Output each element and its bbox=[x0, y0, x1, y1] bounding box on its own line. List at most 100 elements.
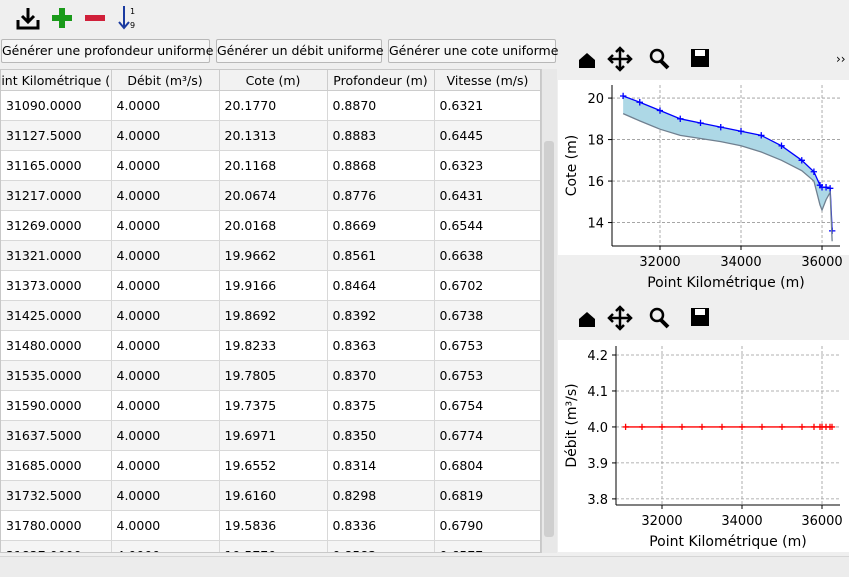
table-row: 31321.0000 4.0000 19.9662 0.8561 0.6638 bbox=[1, 240, 540, 271]
cell: 31827.0000 bbox=[1, 540, 112, 552]
x-axis-label: Point Kilométrique (m) bbox=[649, 534, 807, 550]
cell: 4.0000 bbox=[111, 240, 220, 271]
cell: 0.6774 bbox=[434, 420, 540, 451]
cell: 19.6160 bbox=[219, 480, 328, 511]
column-header: int Kilométrique ( bbox=[1, 70, 112, 91]
table-row: 31090.0000 4.0000 20.1770 0.8870 0.6321 bbox=[1, 90, 540, 121]
button[interactable]: Générer une profondeur uniforme bbox=[1, 39, 213, 63]
cell: 0.8350 bbox=[327, 420, 435, 451]
cell: 4.0000 bbox=[111, 180, 220, 211]
series-line bbox=[619, 92, 836, 235]
table-row: 31269.0000 4.0000 20.0168 0.8669 0.6544 bbox=[1, 210, 540, 241]
cell: 0.8868 bbox=[327, 150, 435, 181]
cell: 4.0000 bbox=[111, 480, 220, 511]
cell: 4.0000 bbox=[111, 540, 220, 552]
cell: 0.8392 bbox=[327, 300, 435, 331]
cell: 0.6754 bbox=[434, 390, 540, 421]
cell: 0.8561 bbox=[327, 240, 435, 271]
table: int Kilométrique (Débit (m³/s) Cote (m) Pr… bbox=[0, 69, 541, 553]
cell: 0.6790 bbox=[434, 510, 540, 541]
cell: 20.1770 bbox=[219, 90, 328, 121]
cell: 20.1168 bbox=[219, 150, 328, 181]
cell: 19.7805 bbox=[219, 360, 328, 391]
cell: 31321.0000 bbox=[1, 240, 112, 271]
y-axis-label: Cote (m) bbox=[564, 135, 580, 196]
button[interactable]: Générer une cote uniforme bbox=[388, 39, 558, 63]
cell: 31373.0000 bbox=[1, 270, 112, 301]
y-axis-label: Débit (m³/s) bbox=[564, 383, 580, 467]
cell: 0.6323 bbox=[434, 150, 540, 181]
svg-text:9: 9 bbox=[130, 21, 135, 30]
sort-icon[interactable]: 19 bbox=[118, 6, 135, 30]
series-line bbox=[622, 113, 833, 242]
button[interactable]: Générer un débit uniforme bbox=[216, 39, 384, 63]
cell: 19.9166 bbox=[219, 270, 328, 301]
cell: 31637.5000 bbox=[1, 420, 112, 451]
cell: 0.8776 bbox=[327, 180, 435, 211]
cell: 0.8375 bbox=[327, 390, 435, 421]
cell: 31127.5000 bbox=[1, 120, 112, 151]
cell: 0.8314 bbox=[327, 450, 435, 481]
cell: 20.0674 bbox=[219, 180, 328, 211]
cell: 0.6638 bbox=[434, 240, 540, 271]
table-row: 31217.0000 4.0000 20.0674 0.8776 0.6431 bbox=[1, 180, 540, 211]
cell: 0.6819 bbox=[434, 480, 540, 511]
cell: 31425.0000 bbox=[1, 300, 112, 331]
cell: 4.0000 bbox=[111, 300, 220, 331]
plot-toolbar[interactable] bbox=[577, 305, 711, 331]
import-icon[interactable] bbox=[16, 8, 40, 30]
cell: 4.0000 bbox=[111, 120, 220, 151]
scrollbar[interactable] bbox=[541, 69, 557, 553]
x-axis-label: Point Kilométrique (m) bbox=[647, 275, 805, 291]
fill-between bbox=[623, 95, 833, 242]
x-tick-label: 32000 bbox=[639, 255, 680, 270]
x-tick-label: 32000 bbox=[641, 514, 682, 529]
toolbar: 19 bbox=[16, 6, 135, 30]
cell: 0.6753 bbox=[434, 330, 540, 361]
column-header: Vitesse (m/s) bbox=[434, 70, 540, 91]
cell: 0.6738 bbox=[434, 300, 540, 331]
cell: 4.0000 bbox=[111, 450, 220, 481]
cell: 4.0000 bbox=[111, 210, 220, 241]
x-tick-label: 34000 bbox=[721, 514, 762, 529]
cell: 0.8370 bbox=[327, 360, 435, 391]
table-row: 31165.0000 4.0000 20.1168 0.8868 0.6323 bbox=[1, 150, 540, 181]
cell: 0.6445 bbox=[434, 120, 540, 151]
cell: 0.6321 bbox=[434, 90, 540, 121]
y-tick-label: 4.0 bbox=[587, 421, 608, 436]
more-icon[interactable]: ›› bbox=[836, 52, 846, 66]
cell: 0.8363 bbox=[327, 330, 435, 361]
status-bar bbox=[0, 556, 849, 577]
table-row: 31425.0000 4.0000 19.8692 0.8392 0.6738 bbox=[1, 300, 540, 331]
table-row: 31127.5000 4.0000 20.1313 0.8883 0.6445 bbox=[1, 120, 540, 151]
table-row: 31780.0000 4.0000 19.5836 0.8336 0.6790 bbox=[1, 510, 540, 541]
table-row: 31637.5000 4.0000 19.6971 0.8350 0.6774 bbox=[1, 420, 540, 451]
y-tick-label: 4.1 bbox=[587, 385, 608, 400]
table-row: 31535.0000 4.0000 19.7805 0.8370 0.6753 bbox=[1, 360, 540, 391]
cell: 31217.0000 bbox=[1, 180, 112, 211]
cell: 20.1313 bbox=[219, 120, 328, 151]
cell: 19.5770 bbox=[219, 540, 328, 552]
y-tick-label: 3.8 bbox=[587, 493, 608, 508]
cell: 0.8464 bbox=[327, 270, 435, 301]
cell: 4.0000 bbox=[111, 390, 220, 421]
table-row: 31480.0000 4.0000 19.8233 0.8363 0.6753 bbox=[1, 330, 540, 361]
cell: 4.0000 bbox=[111, 510, 220, 541]
cell: 0.8883 bbox=[327, 120, 435, 151]
add-icon[interactable] bbox=[52, 8, 72, 28]
cell: 19.6971 bbox=[219, 420, 328, 451]
cell: 19.6552 bbox=[219, 450, 328, 481]
y-tick-label: 18 bbox=[587, 134, 604, 149]
table-row: 31373.0000 4.0000 19.9166 0.8464 0.6702 bbox=[1, 270, 540, 301]
cell: 0.8583 bbox=[327, 540, 435, 552]
cell: 4.0000 bbox=[111, 360, 220, 391]
cell: 0.6804 bbox=[434, 450, 540, 481]
cell: 31535.0000 bbox=[1, 360, 112, 391]
y-tick-label: 16 bbox=[587, 175, 604, 190]
cell: 0.6753 bbox=[434, 360, 540, 391]
y-tick-label: 3.9 bbox=[587, 457, 608, 472]
column-header: Débit (m³/s) bbox=[111, 70, 220, 91]
plot-toolbar[interactable] bbox=[577, 46, 711, 72]
